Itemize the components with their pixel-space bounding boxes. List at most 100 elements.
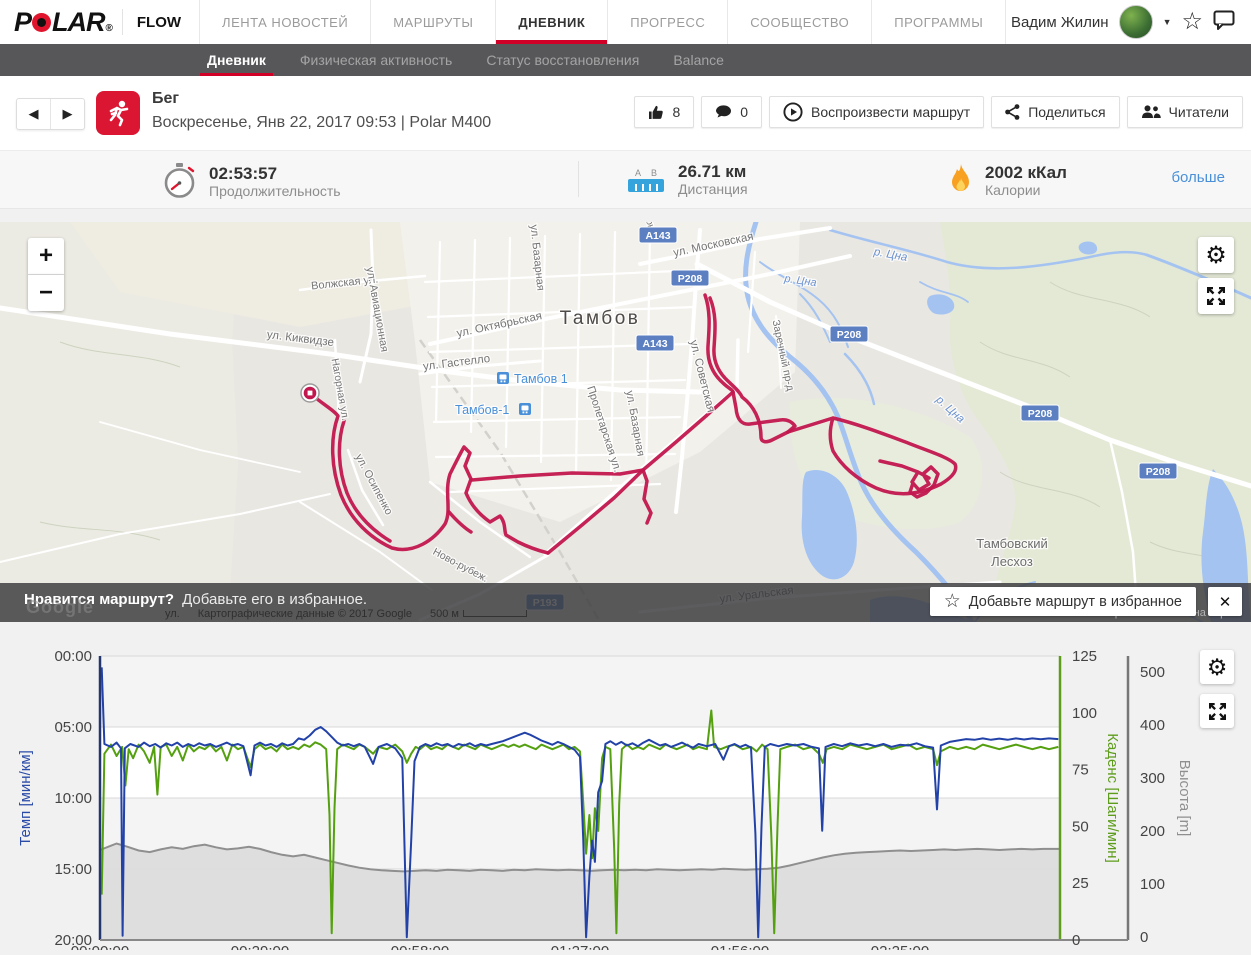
map-fullscreen-icon[interactable] bbox=[1198, 278, 1234, 314]
replay-route-label: Воспроизвести маршрут bbox=[811, 104, 971, 120]
share-icon bbox=[1005, 104, 1020, 120]
polar-logo[interactable]: P LAR ® bbox=[0, 7, 122, 38]
comment-count: 0 bbox=[740, 104, 749, 120]
thumb-up-icon bbox=[649, 105, 664, 119]
diary-tabs: Дневник Физическая активность Статус восст… bbox=[0, 44, 1251, 76]
cadence-tick: 100 bbox=[1072, 705, 1097, 722]
route-path bbox=[546, 390, 735, 555]
altitude-axis-label: Высота [m] bbox=[1176, 760, 1193, 837]
share-button[interactable]: Поделиться bbox=[991, 96, 1120, 128]
cadence-tick: 0 bbox=[1072, 932, 1080, 949]
altitude-tick: 200 bbox=[1140, 823, 1165, 840]
time-tick: 01:56:00 bbox=[711, 943, 769, 950]
altitude-tick: 100 bbox=[1140, 876, 1165, 893]
chart-settings-gear-icon[interactable]: ⚙ bbox=[1200, 650, 1234, 684]
road-shield bbox=[829, 325, 869, 343]
altitude-tick: 300 bbox=[1140, 770, 1165, 787]
replay-route-button[interactable]: Воспроизвести маршрут bbox=[769, 96, 985, 128]
chart-fullscreen-icon[interactable] bbox=[1200, 694, 1234, 728]
route-path bbox=[470, 468, 645, 482]
play-circle-icon bbox=[783, 102, 803, 122]
map-report-link[interactable]: Сообщить об ошибке на карте bbox=[1081, 607, 1237, 619]
stopwatch-icon bbox=[164, 163, 195, 198]
svg-text:А143: А143 bbox=[645, 230, 670, 242]
time-tick: 00:29:00 bbox=[231, 943, 289, 950]
google-logo: Google bbox=[26, 597, 94, 617]
favorites-star-icon[interactable]: ☆ bbox=[1181, 8, 1203, 35]
overlay-close-icon[interactable]: ✕ bbox=[1208, 587, 1242, 616]
route-path bbox=[703, 293, 735, 394]
avatar[interactable] bbox=[1118, 5, 1153, 39]
map-attribution: ул. Картографические данные © 2017 Googl… bbox=[165, 608, 527, 620]
distance-ruler-icon: АВ bbox=[625, 168, 667, 192]
nav-item-2[interactable]: МАРШРУТЫ bbox=[370, 0, 495, 44]
subnav-item-3[interactable]: Статус восстановления bbox=[486, 52, 640, 68]
activity-header: ◀ ▶ Бег Воскресенье, Янв 22, 2017 09:53 … bbox=[0, 76, 1251, 150]
add-route-to-favorites-button[interactable]: ☆ Добавьте маршрут в избранное bbox=[929, 587, 1196, 616]
like-count: 8 bbox=[672, 104, 681, 120]
altitude-line bbox=[99, 842, 1060, 873]
map-terms-link[interactable]: Условия использования bbox=[943, 607, 1066, 619]
map-zoom-out-button[interactable]: − bbox=[28, 275, 64, 311]
cadence-axis-label: Каденс [Шаги/мин] bbox=[1104, 733, 1121, 863]
cadence-tick: 50 bbox=[1072, 818, 1089, 835]
altitude-area bbox=[100, 843, 1060, 940]
transit-station-label: Тамбов-1 bbox=[455, 403, 509, 417]
cadence-tick: 25 bbox=[1072, 875, 1089, 892]
user-name[interactable]: Вадим Жилин bbox=[1010, 13, 1109, 31]
like-button[interactable]: 8 bbox=[634, 96, 695, 128]
comment-icon bbox=[716, 104, 732, 117]
route-map[interactable]: Тамбов Волжская ул. ул. Авиационная ул. Кик… bbox=[0, 222, 1251, 622]
pace-tick: 20:00 bbox=[54, 932, 92, 949]
road-shield bbox=[635, 334, 675, 352]
route-path bbox=[878, 459, 940, 499]
subnav-item-1[interactable]: Дневник bbox=[190, 44, 283, 76]
activity-title: Бег bbox=[152, 90, 180, 107]
readers-button[interactable]: Читатели bbox=[1126, 96, 1243, 128]
summary-stats-bar: 02:53:57 Продолжительность АВ 26.71 км Д… bbox=[0, 150, 1251, 209]
svg-text:А143: А143 bbox=[642, 338, 667, 350]
nav-item-3[interactable]: ДНЕВНИК bbox=[495, 0, 608, 44]
subnav-item-4[interactable]: Balance bbox=[673, 52, 724, 68]
nav-item-6[interactable]: ПРОГРАММЫ bbox=[871, 0, 1007, 44]
svg-text:Р208: Р208 bbox=[1146, 466, 1171, 478]
svg-text:Р208: Р208 bbox=[837, 329, 862, 341]
next-activity-button[interactable]: ▶ bbox=[62, 106, 73, 121]
duration-value: 02:53:57 bbox=[209, 164, 278, 183]
subnav-item-2[interactable]: Физическая активность bbox=[299, 52, 453, 68]
transit-station-label: Тамбов 1 bbox=[514, 372, 568, 386]
messages-icon[interactable] bbox=[1213, 10, 1235, 34]
flow-label: FLOW bbox=[121, 9, 199, 35]
map-zoom-in-button[interactable]: + bbox=[28, 238, 64, 275]
pace-axis-label: Темп [мин/км] bbox=[17, 750, 34, 846]
altitude-tick: 0 bbox=[1140, 929, 1148, 946]
training-chart: 00:00 05:00 10:00 15:00 20:00 125 100 75 50 25 0 50… bbox=[0, 622, 1251, 955]
cadence-tick: 125 bbox=[1072, 648, 1097, 665]
comment-button[interactable]: 0 bbox=[701, 96, 763, 128]
nav-item-1[interactable]: ЛЕНТА НОВОСТЕЙ bbox=[199, 0, 370, 44]
time-tick: 02:25:00 bbox=[871, 943, 929, 950]
map-settings-gear-icon[interactable]: ⚙ bbox=[1198, 237, 1234, 273]
road-shield bbox=[670, 269, 710, 287]
calories-flame-icon bbox=[952, 164, 969, 191]
route-path bbox=[447, 510, 473, 534]
favorite-route-overlay: Нравится маршрут? Добавьте его в избранно… bbox=[0, 583, 1251, 622]
prev-activity-button[interactable]: ◀ bbox=[17, 99, 51, 129]
nav-item-5[interactable]: СООБЩЕСТВО bbox=[727, 0, 871, 44]
route-path bbox=[308, 391, 550, 555]
route-path bbox=[731, 390, 797, 434]
chart-canvas[interactable]: 00:00 05:00 10:00 15:00 20:00 125 100 75 50 25 0 50… bbox=[0, 622, 1251, 955]
share-label: Поделиться bbox=[1028, 104, 1106, 120]
star-icon: ☆ bbox=[943, 591, 961, 612]
time-tick: 00:58:00 bbox=[391, 943, 449, 950]
main-menu: ЛЕНТА НОВОСТЕЙ МАРШРУТЫ ДНЕВНИК ПРОГРЕСС СОО… bbox=[199, 0, 1007, 44]
nav-item-4[interactable]: ПРОГРЕСС bbox=[607, 0, 727, 44]
altitude-tick: 500 bbox=[1140, 664, 1165, 681]
chevron-down-icon[interactable]: ▼ bbox=[1162, 17, 1172, 27]
calories-value: 2002 кКал bbox=[985, 163, 1067, 182]
cadence-tick: 75 bbox=[1072, 762, 1089, 779]
more-link[interactable]: больше bbox=[1171, 169, 1225, 186]
map-scale-bar bbox=[463, 610, 527, 617]
activity-subtitle: Воскресенье, Янв 22, 2017 09:53 | Polar … bbox=[152, 114, 492, 131]
